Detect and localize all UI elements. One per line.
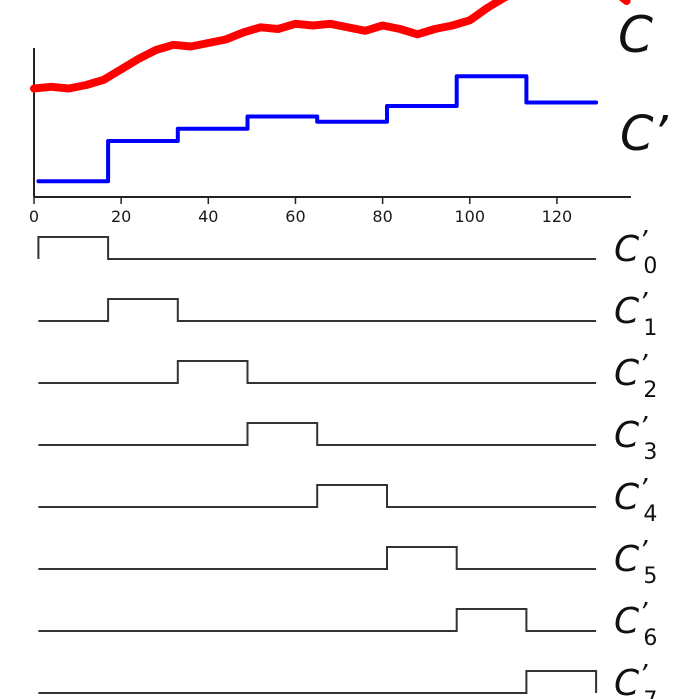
pulse-trace-4 (38, 484, 597, 508)
pulse-trace-5 (38, 546, 597, 570)
x-tick-label: 100 (454, 207, 485, 226)
pulse-label-3: C’ 3 (614, 412, 657, 465)
pulse-label-0: C’ 0 (614, 226, 657, 279)
axes: 0 20 40 60 80 100 120 (29, 48, 631, 226)
pulse-traces: C’0 C’1 C’2 C’3 C’4 C’5 C’6 C’7 (37, 226, 657, 699)
pulse-trace-2 (38, 360, 597, 384)
pulse-label-2: C’ 2 (614, 350, 657, 403)
series-c-line (30, 0, 631, 93)
x-tick-label: 20 (111, 207, 131, 226)
pulse-label-6: C’ 6 (614, 598, 657, 651)
pulse-trace-3 (38, 422, 597, 446)
x-tick-label: 60 (285, 207, 305, 226)
x-tick-label: 120 (542, 207, 573, 226)
pulse-trace-7 (38, 670, 598, 694)
series-c-prime-label: C’ (620, 106, 668, 162)
pulse-label-1: C’ 1 (614, 288, 657, 341)
top-series: C C’ (30, 0, 668, 184)
x-tick-label: 80 (372, 207, 392, 226)
pulse-label-7: C’7 (614, 660, 657, 699)
pulse-trace-0 (37, 236, 597, 260)
series-c-label: C (618, 6, 653, 64)
pulse-label-4: C’ 4 (614, 474, 657, 527)
series-c-prime-line (36, 74, 599, 184)
x-tick-label: 40 (198, 207, 218, 226)
pulse-label-5: C’ 5 (614, 536, 657, 589)
pulse-trace-6 (38, 608, 597, 632)
pulse-trace-1 (38, 298, 597, 322)
x-tick-label: 0 (29, 207, 39, 226)
